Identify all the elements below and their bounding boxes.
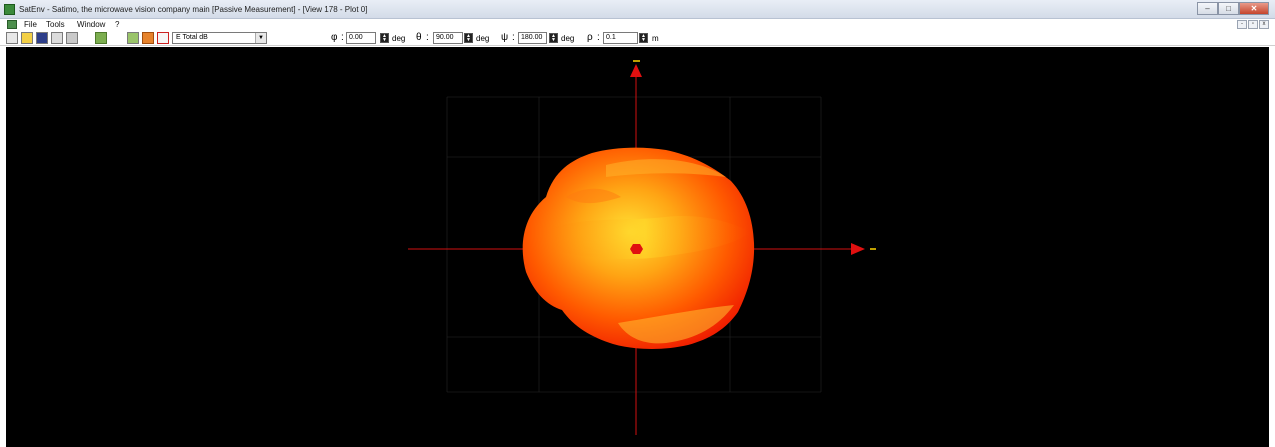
psi-unit: deg [561, 34, 575, 43]
mdi-minimize-button[interactable]: - [1237, 20, 1247, 29]
title-bar: SatEnv - Satimo, the microwave vision co… [0, 0, 1275, 19]
mdi-restore-button[interactable]: ▫ [1248, 20, 1258, 29]
psi-colon: : [512, 32, 515, 43]
app-icon [4, 4, 15, 15]
axes-icon[interactable] [127, 32, 139, 44]
psi-spinner[interactable]: ▲ ▼ [549, 33, 558, 43]
quantity-select-value: E Total dB [176, 34, 208, 41]
phi-input[interactable]: 0.00 [346, 32, 376, 44]
theta-input[interactable]: 90.00 [433, 32, 463, 44]
theta-colon: : [426, 32, 429, 43]
theta-unit: deg [476, 34, 490, 43]
origin-marker [630, 244, 643, 254]
mdi-close-button[interactable]: x [1259, 20, 1269, 29]
new-icon[interactable] [6, 32, 18, 44]
3d-plot-viewport[interactable] [6, 47, 1269, 447]
menu-window[interactable]: Window [77, 20, 106, 29]
rho-label: ρ [587, 32, 593, 43]
rho-input[interactable]: 0.1 [603, 32, 638, 44]
theta-label: θ [416, 32, 422, 43]
psi-label: ψ [501, 32, 509, 43]
maximize-button[interactable]: □ [1218, 2, 1239, 15]
mdi-controls: - ▫ x [1237, 20, 1269, 29]
3d-view-icon[interactable] [95, 32, 107, 44]
toolbar: E Total dB ▼ φ : 0.00 ▲ ▼ deg θ : 90.00 ▲… [0, 30, 1275, 46]
preview-icon[interactable] [51, 32, 63, 44]
quantity-select[interactable]: E Total dB ▼ [172, 32, 267, 44]
window-controls: – □ ✕ [1197, 2, 1269, 15]
rho-colon: : [597, 32, 600, 43]
theta-spinner[interactable]: ▲ ▼ [464, 33, 473, 43]
window-title: SatEnv - Satimo, the microwave vision co… [19, 5, 368, 14]
rho-unit: m [652, 34, 659, 43]
phi-spinner[interactable]: ▲ ▼ [380, 33, 389, 43]
print-icon[interactable] [66, 32, 78, 44]
phi-label: φ [331, 32, 338, 43]
up-arrow-icon [630, 64, 642, 77]
psi-input[interactable]: 180.00 [518, 32, 547, 44]
save-icon[interactable] [36, 32, 48, 44]
menu-file[interactable]: File [24, 20, 37, 29]
open-folder-icon[interactable] [21, 32, 33, 44]
rho-spinner[interactable]: ▲ ▼ [639, 33, 648, 43]
minimize-button[interactable]: – [1197, 2, 1218, 15]
menu-tools[interactable]: Tools [46, 20, 65, 29]
cut-plane-icon[interactable] [157, 32, 169, 44]
menu-help[interactable]: ? [115, 20, 120, 29]
radiation-pattern-plot[interactable] [6, 47, 1269, 447]
phi-unit: deg [392, 34, 406, 43]
right-arrow-icon [851, 243, 865, 255]
menu-bar: File Tools Window ? - ▫ x [0, 19, 1275, 30]
close-button[interactable]: ✕ [1239, 2, 1269, 15]
phi-colon: : [341, 32, 344, 43]
chevron-down-icon[interactable]: ▼ [255, 33, 266, 43]
surface-icon[interactable] [142, 32, 154, 44]
document-icon[interactable] [7, 20, 17, 29]
